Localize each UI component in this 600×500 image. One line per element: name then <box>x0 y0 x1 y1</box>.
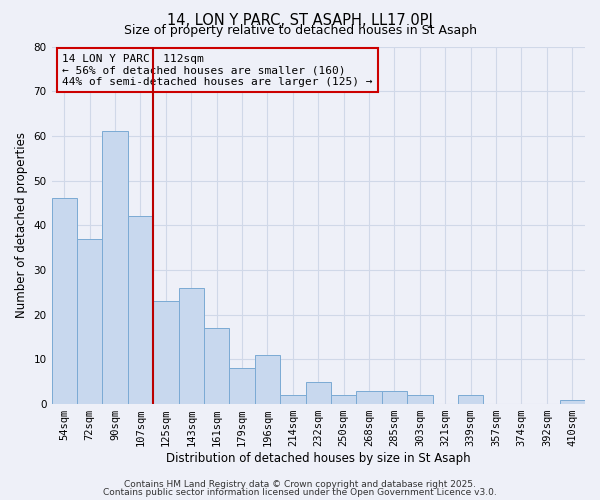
Text: Size of property relative to detached houses in St Asaph: Size of property relative to detached ho… <box>124 24 476 37</box>
Bar <box>407 395 433 404</box>
Bar <box>255 355 280 404</box>
Bar <box>103 132 128 404</box>
Bar <box>179 288 204 404</box>
Bar <box>52 198 77 404</box>
Bar <box>204 328 229 404</box>
Bar <box>153 302 179 404</box>
Bar <box>331 395 356 404</box>
Bar <box>128 216 153 404</box>
Bar <box>458 395 484 404</box>
Bar <box>356 390 382 404</box>
Y-axis label: Number of detached properties: Number of detached properties <box>15 132 28 318</box>
Text: 14, LON Y PARC, ST ASAPH, LL17 0PJ: 14, LON Y PARC, ST ASAPH, LL17 0PJ <box>167 12 433 28</box>
Bar <box>77 238 103 404</box>
Text: Contains HM Land Registry data © Crown copyright and database right 2025.: Contains HM Land Registry data © Crown c… <box>124 480 476 489</box>
Bar <box>229 368 255 404</box>
Text: 14 LON Y PARC: 112sqm
← 56% of detached houses are smaller (160)
44% of semi-det: 14 LON Y PARC: 112sqm ← 56% of detached … <box>62 54 373 87</box>
Text: Contains public sector information licensed under the Open Government Licence v3: Contains public sector information licen… <box>103 488 497 497</box>
Bar <box>560 400 585 404</box>
X-axis label: Distribution of detached houses by size in St Asaph: Distribution of detached houses by size … <box>166 452 470 465</box>
Bar <box>305 382 331 404</box>
Bar <box>382 390 407 404</box>
Bar <box>280 395 305 404</box>
